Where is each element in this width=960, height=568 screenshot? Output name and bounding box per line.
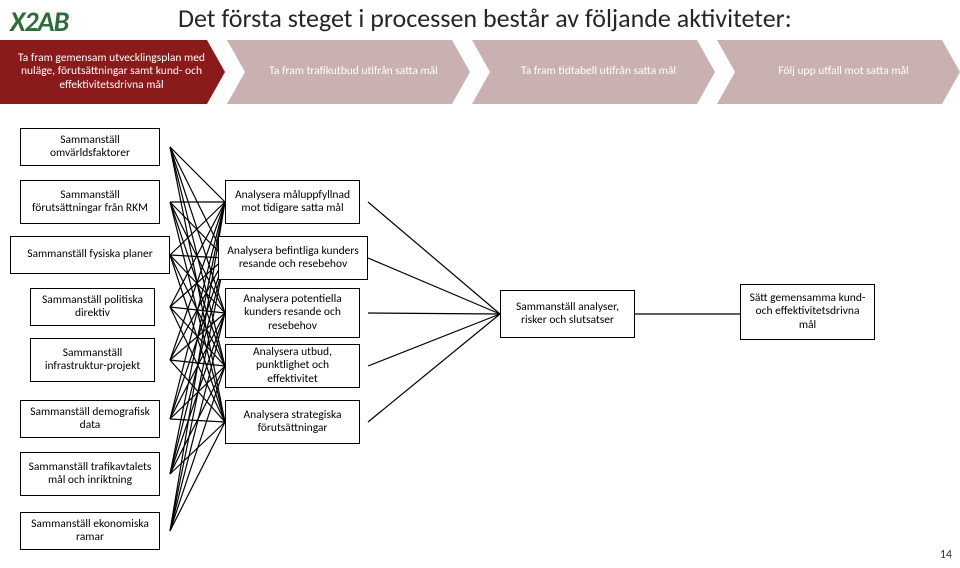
c-sam: Sammanställ analyser, risker och slutsat… (500, 290, 635, 338)
process-steps-row: Ta fram gemensam utvecklingsplan med nul… (0, 40, 960, 104)
brand-logo: X2AB (10, 4, 68, 39)
b-rkm: Sammanställ förutsättningar från RKM (20, 180, 160, 224)
a-str: Analysera strategiska förutsättningar (225, 400, 360, 444)
process-step-label-2: Ta fram tidtabell utifrån satta mål (472, 40, 715, 104)
b-inf: Sammanställ infrastruktur-projekt (30, 338, 155, 382)
b-omv: Sammanställ omvärldsfaktorer (20, 128, 160, 166)
page-number: 14 (940, 548, 952, 562)
a-bef: Analysera befintliga kunders resande och… (218, 236, 368, 280)
a-mal: Analysera måluppfyllnad mot tidigare sat… (225, 180, 360, 224)
a-utb: Analysera utbud, punktlighet och effekti… (225, 344, 360, 388)
page-title: Det första steget i processen består av … (178, 2, 792, 34)
d-mal: Sätt gemensamma kund- och effektivitetsd… (740, 284, 875, 340)
b-dem: Sammanställ demografisk data (20, 400, 160, 438)
b-pol: Sammanställ politiska direktiv (30, 288, 155, 326)
a-pot: Analysera potentiella kunders resande oc… (225, 288, 360, 338)
b-fys: Sammanställ fysiska planer (10, 236, 170, 274)
process-step-label-0: Ta fram gemensam utvecklingsplan med nul… (0, 40, 225, 104)
b-eko: Sammanställ ekonomiska ramar (20, 512, 160, 550)
process-step-label-3: Följ upp utfall mot satta mål (717, 40, 960, 104)
b-tra: Sammanställ trafikavtalets mål och inrik… (20, 452, 160, 496)
process-step-label-1: Ta fram trafikutbud utifrån satta mål (227, 40, 470, 104)
